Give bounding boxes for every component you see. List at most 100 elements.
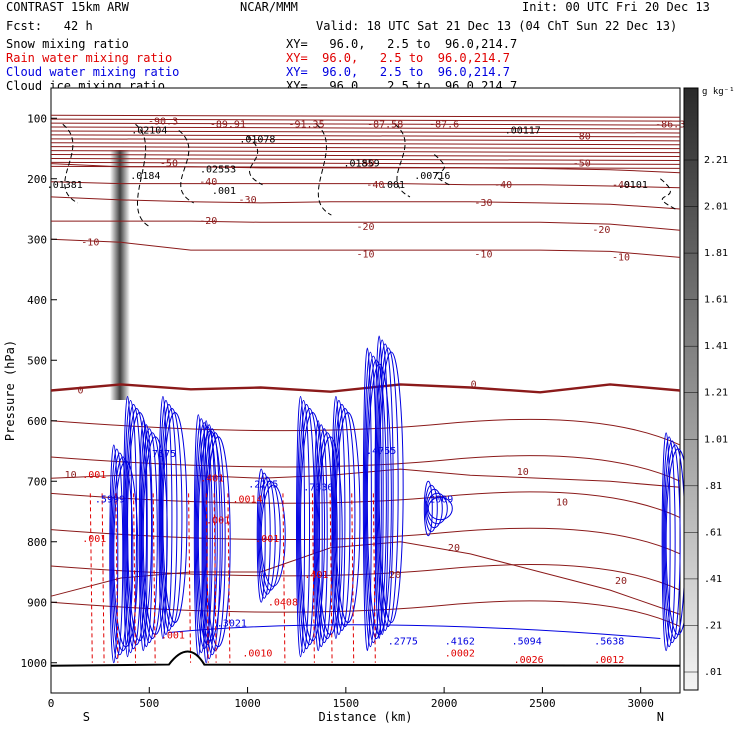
- cloud-water-contour: [364, 355, 382, 644]
- cloud-ice-contour: [394, 123, 411, 198]
- cloud-water-contour: [366, 363, 392, 636]
- x-tick-label: 1000: [234, 697, 261, 710]
- lower-isotherm: [50, 564, 681, 591]
- rain-water-contour: [205, 493, 209, 663]
- cloud-water-contour: [140, 428, 158, 644]
- legend-cloudwater-xy: XY= 96.0, 2.5 to 96.0,214.7: [286, 65, 510, 79]
- y-tick-label: 600: [27, 415, 47, 428]
- contour-label: .2775: [388, 637, 418, 648]
- contour-label: 20: [615, 576, 627, 587]
- colorbar-label: .81: [704, 481, 722, 492]
- y-tick-label: 500: [27, 354, 47, 367]
- terrain-line: [50, 650, 681, 667]
- contour-label: .7336: [303, 482, 333, 493]
- contour-label: .2205: [248, 479, 278, 490]
- contour-label: 20: [448, 543, 460, 554]
- rain-water-contour: [133, 493, 137, 663]
- cloud-water-contour: [300, 412, 326, 642]
- contour-label: .401: [304, 570, 328, 581]
- contour-label: .0002: [445, 649, 475, 660]
- x-tick-label: 3000: [627, 697, 654, 710]
- endpoint-south: S: [83, 710, 90, 724]
- contour-label: 20: [389, 570, 401, 581]
- cloud-water-contour: [661, 432, 671, 652]
- cloud-water-contour: [259, 480, 281, 591]
- y-tick-label: 400: [27, 294, 47, 307]
- contour-label: 10: [517, 467, 529, 478]
- contour-label: .02104: [131, 125, 167, 136]
- cloud-water-contour: [194, 418, 208, 654]
- snow-plume: [110, 150, 130, 400]
- contour-label: .001: [161, 631, 185, 642]
- contour-label: .0184: [130, 171, 160, 182]
- cloud-water-contour: [316, 432, 338, 640]
- cloud-water-contour: [124, 400, 138, 654]
- cloud-water-contour: [375, 339, 389, 636]
- upper-isotherm: [50, 157, 681, 161]
- cloud-ice-contour: [247, 136, 263, 186]
- terrain-line: [50, 650, 681, 667]
- contour-label: -10: [474, 249, 492, 260]
- y-tick-label: 700: [27, 475, 47, 488]
- contour-label: -50: [160, 159, 178, 170]
- contour-label: .4162: [445, 637, 475, 648]
- cloud-water-contour: [331, 396, 341, 640]
- contour-label: .3021: [217, 618, 247, 629]
- cloud-water-contour: [256, 468, 266, 603]
- contour-label: -10: [356, 249, 374, 260]
- contour-label: .7575: [146, 449, 176, 460]
- rain-water-contour: [282, 493, 286, 663]
- legend-snow-xy: XY= 96.0, 2.5 to 96.0,214.7: [286, 37, 518, 51]
- temperature-contour: [50, 238, 681, 258]
- contour-label: -91.35: [288, 119, 324, 130]
- upper-isotherm: [50, 142, 681, 146]
- colorbar-unit: g kg⁻¹: [702, 87, 735, 97]
- cloud-water-contour: [260, 484, 286, 587]
- cloud-water-contour: [123, 396, 133, 658]
- lower-isotherm: [50, 527, 681, 555]
- contour-label: -40: [494, 180, 512, 191]
- cloud-water-contour: [374, 335, 384, 640]
- cloud-water-contour: [203, 428, 221, 656]
- contour-label: .0010: [242, 649, 272, 660]
- cloud-water-contour: [109, 444, 119, 664]
- upper-isotherm: [50, 138, 681, 142]
- contour-label: .02553: [200, 165, 236, 176]
- contour-label: -10: [612, 252, 630, 263]
- colorbar-label: 1.81: [704, 248, 728, 259]
- cloud-water-contour: [427, 496, 453, 521]
- contour-label: .001: [206, 516, 230, 527]
- lower-isotherm: [50, 491, 681, 519]
- cloud-water-contour: [362, 347, 372, 652]
- cloud-water-contour: [205, 436, 231, 648]
- cloud-water-contour: [365, 359, 387, 640]
- cloud-water-contour: [202, 424, 216, 660]
- contour-label: .4755: [366, 446, 396, 457]
- contour-label: -87.6: [429, 119, 459, 130]
- contour-label: 0: [77, 386, 83, 397]
- upper-isotherm: [50, 161, 681, 165]
- contour-label: .001: [255, 534, 279, 545]
- contour-label: 10: [65, 470, 77, 481]
- upper-isotherm: [50, 150, 681, 154]
- colorbar-label: .21: [704, 620, 722, 631]
- contour-label: .01381: [47, 180, 83, 191]
- upper-isotherm: [50, 118, 681, 122]
- x-tick-label: 500: [139, 697, 159, 710]
- rain-water-contours: [89, 493, 376, 663]
- rain-water-contour: [115, 493, 119, 663]
- x-tick-label: 2500: [529, 697, 556, 710]
- contour-label: .01078: [239, 134, 275, 145]
- upper-isotherm: [50, 126, 681, 130]
- temperature-contour: [50, 196, 681, 210]
- contour-label: -40: [366, 180, 384, 191]
- contour-label: .0408: [268, 597, 298, 608]
- cloud-water-contour: [127, 412, 153, 642]
- cloud-ice-contour: [660, 178, 676, 210]
- lower-isotherm: [50, 455, 681, 482]
- upper-isotherm: [50, 165, 681, 169]
- cloud-water-contour: [378, 351, 404, 624]
- upper-isotherm: [50, 122, 681, 126]
- y-tick-label: 200: [27, 173, 47, 186]
